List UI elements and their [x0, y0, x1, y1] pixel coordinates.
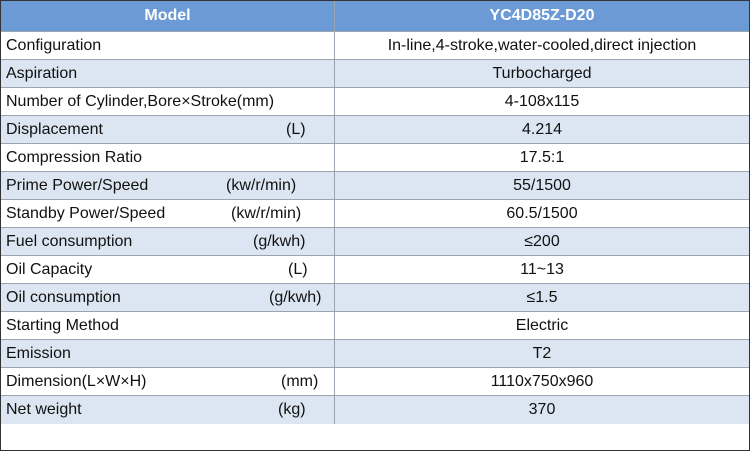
- row-value: 11~13: [520, 260, 564, 278]
- row-value: 1110x750x960: [490, 372, 594, 390]
- table-row: Starting Method Electric: [1, 312, 749, 340]
- row-value: T2: [532, 344, 552, 362]
- row-label: Oil consumption: [1, 284, 335, 311]
- row-value: 4-108x115: [504, 92, 580, 110]
- table-row: Configuration In-line,4-stroke,water-cool…: [1, 32, 749, 60]
- row-value: ≤1.5: [526, 288, 558, 306]
- header-cell: Model: [1, 1, 335, 31]
- label-text: Configuration: [6, 36, 102, 54]
- table-row: Aspiration Turbocharged: [1, 60, 749, 88]
- label-text: Oil consumption: [6, 288, 121, 306]
- row-label: Aspiration: [1, 60, 335, 87]
- row-unit: (g/kwh): [253, 232, 306, 250]
- table-row: Dimension(L×W×H) (mm) 1110x750x960: [1, 368, 749, 396]
- row-label: Number of Cylinder,Bore×Stroke(mm): [1, 88, 335, 115]
- row-value: 17.5:1: [519, 148, 565, 166]
- table-row: Displacement (L) 4.214: [1, 116, 749, 144]
- label-text: Aspiration: [6, 64, 78, 82]
- row-value: Turbocharged: [492, 64, 592, 82]
- table-row: Emission T2: [1, 340, 749, 368]
- header-row: Model YC4D85Z-D20: [1, 1, 749, 32]
- label-text: Oil Capacity: [6, 260, 93, 278]
- row-unit: (L): [286, 120, 306, 138]
- row-label: Oil Capacity: [1, 256, 335, 283]
- label-text: Dimension(L×W×H): [6, 372, 147, 390]
- row-label: Standby Power/Speed: [1, 200, 335, 227]
- row-label: Displacement: [1, 116, 335, 143]
- row-label: Net weight: [1, 396, 335, 424]
- row-label: Compression Ratio: [1, 144, 335, 171]
- table-row: Fuel consumption (g/kwh) ≤200: [1, 228, 749, 256]
- row-value: 4.214: [521, 120, 563, 138]
- label-text: Net weight: [6, 401, 82, 418]
- label-text: Fuel consumption: [6, 232, 133, 250]
- row-unit: (L): [288, 260, 308, 278]
- row-value: In-line,4-stroke,water-cooled,direct inj…: [387, 36, 697, 54]
- row-value: 370: [528, 401, 556, 418]
- label-text: Displacement: [6, 120, 103, 138]
- label-text: Starting Method: [6, 316, 119, 334]
- row-unit: (g/kwh): [269, 288, 322, 306]
- row-value: 60.5/1500: [506, 204, 578, 222]
- row-value: ≤200: [524, 232, 560, 250]
- row-label: Configuration: [1, 32, 335, 59]
- row-unit: (kw/r/min): [226, 176, 297, 194]
- row-unit: (kw/r/min): [231, 204, 302, 222]
- row-label: Starting Method: [1, 312, 335, 339]
- row-label: Fuel consumption: [1, 228, 335, 255]
- label-text: Number of Cylinder,Bore×Stroke(mm): [6, 92, 275, 110]
- row-label: Emission: [1, 340, 335, 367]
- table-row: Net weight (kg) 370: [1, 396, 749, 424]
- table-row: Number of Cylinder,Bore×Stroke(mm) 4-108x…: [1, 88, 749, 116]
- header-cell: YC4D85Z-D20: [489, 7, 595, 24]
- table-row: Compression Ratio 17.5:1: [1, 144, 749, 172]
- row-label: Prime Power/Speed: [1, 172, 335, 199]
- table-row: Standby Power/Speed (kw/r/min) 60.5/1500: [1, 200, 749, 228]
- table-row: Oil consumption (g/kwh) ≤1.5: [1, 284, 749, 312]
- label-text: Emission: [6, 344, 71, 362]
- table-row: Prime Power/Speed (kw/r/min) 55/1500: [1, 172, 749, 200]
- table-row: Oil Capacity (L) 11~13: [1, 256, 749, 284]
- row-value: Electric: [515, 316, 569, 334]
- label-text: Standby Power/Speed: [6, 204, 166, 222]
- row-label: Dimension(L×W×H): [1, 368, 335, 395]
- row-unit: (kg): [278, 401, 306, 418]
- row-unit: (mm): [281, 372, 319, 390]
- label-text: Compression Ratio: [6, 148, 143, 166]
- row-value: 55/1500: [513, 176, 571, 194]
- label-text: Prime Power/Speed: [6, 176, 149, 194]
